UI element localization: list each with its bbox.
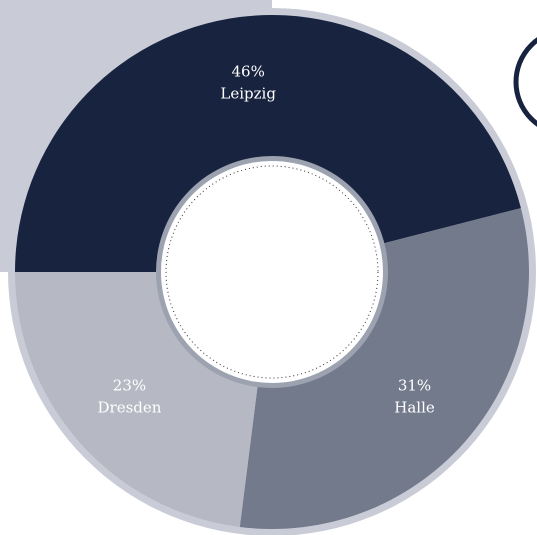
value-label: 23% <box>113 377 146 395</box>
labels: 46% Leipzig 31% Halle 23% Dresden <box>98 62 435 416</box>
value-label: 46% <box>232 62 265 80</box>
value-label: 31% <box>398 377 431 395</box>
dotted-circle <box>165 165 379 379</box>
category-label: Halle <box>394 399 435 417</box>
slice <box>15 15 521 273</box>
category-label: Leipzig <box>220 84 276 102</box>
category-label: Dresden <box>98 399 162 417</box>
hole <box>161 161 383 383</box>
decor-circle <box>513 37 537 127</box>
